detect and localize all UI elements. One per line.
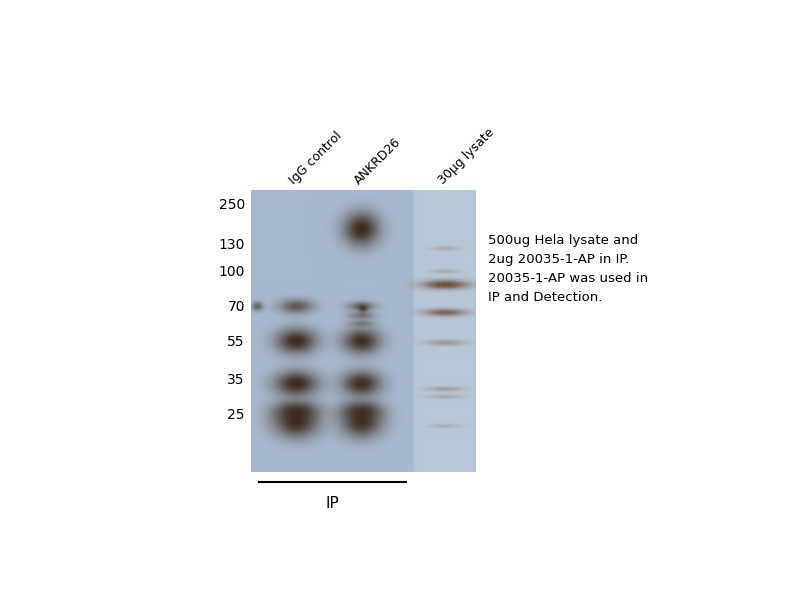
Text: 25: 25 — [227, 407, 245, 422]
Text: ANKRD26: ANKRD26 — [352, 136, 404, 187]
Text: 500ug Hela lysate and
2ug 20035-1-AP in IP.
20035-1-AP was used in
IP and Detect: 500ug Hela lysate and 2ug 20035-1-AP in … — [487, 233, 648, 304]
Text: IP: IP — [326, 496, 339, 511]
Text: 30μg lysate: 30μg lysate — [436, 127, 497, 187]
Text: 100: 100 — [218, 265, 245, 279]
Text: 35: 35 — [227, 373, 245, 387]
Text: IgG control: IgG control — [287, 130, 345, 187]
Text: 130: 130 — [218, 238, 245, 252]
Text: 250: 250 — [218, 198, 245, 212]
Text: 55: 55 — [227, 335, 245, 349]
Text: 70: 70 — [227, 300, 245, 314]
